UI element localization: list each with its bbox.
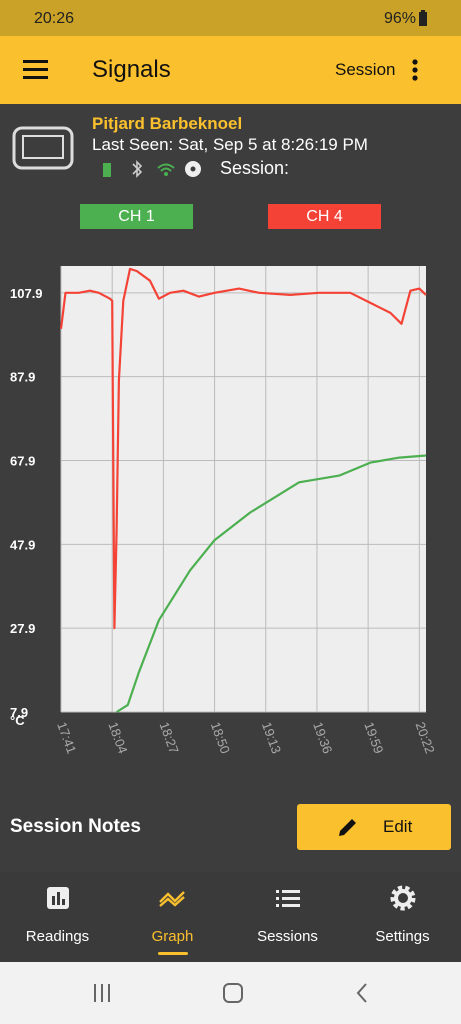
app-title: Signals [92, 56, 171, 83]
y-axis-unit: °C [10, 713, 25, 728]
edit-label: Edit [383, 817, 413, 836]
nav-indicator [158, 952, 188, 955]
system-buttons[interactable] [90, 982, 380, 1006]
nav-item[interactable]: Readings [25, 928, 90, 945]
channel-button[interactable]: CH 1 [80, 204, 193, 229]
series-line [116, 454, 427, 713]
session-menu[interactable]: Session [335, 60, 396, 79]
device-name: Pitjard Barbeknoel [92, 114, 243, 133]
edit-icon [339, 819, 356, 836]
graph-icon [159, 891, 185, 907]
readings-icon [47, 887, 69, 909]
y-tick-label: 107.9 [10, 286, 43, 301]
x-tick-label: 19:59 [361, 720, 386, 756]
battery-icon [419, 10, 427, 26]
battery-level: 96% [384, 10, 417, 27]
y-tick-label: 87.9 [10, 370, 35, 385]
status-icons [103, 160, 201, 178]
plot-area [61, 266, 426, 712]
sessions-icon [276, 890, 300, 907]
nav-item[interactable]: Graph [151, 928, 194, 945]
series-line [59, 267, 427, 630]
last-seen: Last Seen: Sat, Sep 5 at 8:26:19 PM [92, 135, 368, 154]
x-tick-label: 18:50 [208, 720, 233, 756]
clock: 20:26 [34, 10, 75, 27]
channel-button[interactable]: CH 4 [268, 204, 381, 229]
session-label: Session: [220, 158, 290, 178]
menu-button[interactable] [23, 60, 48, 80]
device-icon [12, 126, 74, 170]
edit-button[interactable]: Edit [297, 804, 451, 850]
y-tick-label: 27.9 [10, 621, 35, 636]
nav-item[interactable]: Sessions [257, 928, 318, 945]
y-tick-label: 67.9 [10, 453, 35, 468]
x-tick-label: 18:04 [105, 720, 130, 756]
x-tick-label: 20:22 [413, 720, 438, 756]
y-tick-label: 47.9 [10, 537, 35, 552]
x-tick-label: 19:13 [259, 720, 284, 756]
bottom-nav: Readings Graph Sessions Settings [0, 872, 461, 962]
x-tick-label: 19:36 [310, 720, 335, 756]
status-bar: 20:26 96% [0, 0, 461, 36]
app-bar: Signals Session [0, 36, 461, 104]
nav-item[interactable]: Settings [375, 928, 430, 945]
settings-icon [390, 885, 416, 911]
system-nav [0, 962, 461, 1024]
overflow-button[interactable] [411, 58, 419, 82]
chart: 7.9 27.9 47.9 67.9 87.9 107.9 °C 17:41 18:04 18:2… [10, 266, 438, 756]
y-tick-label: 7.9 [10, 705, 28, 720]
x-tick-label: 18:27 [157, 720, 182, 756]
x-tick-label: 17:41 [54, 720, 79, 756]
session-notes-title: Session Notes [10, 816, 141, 837]
